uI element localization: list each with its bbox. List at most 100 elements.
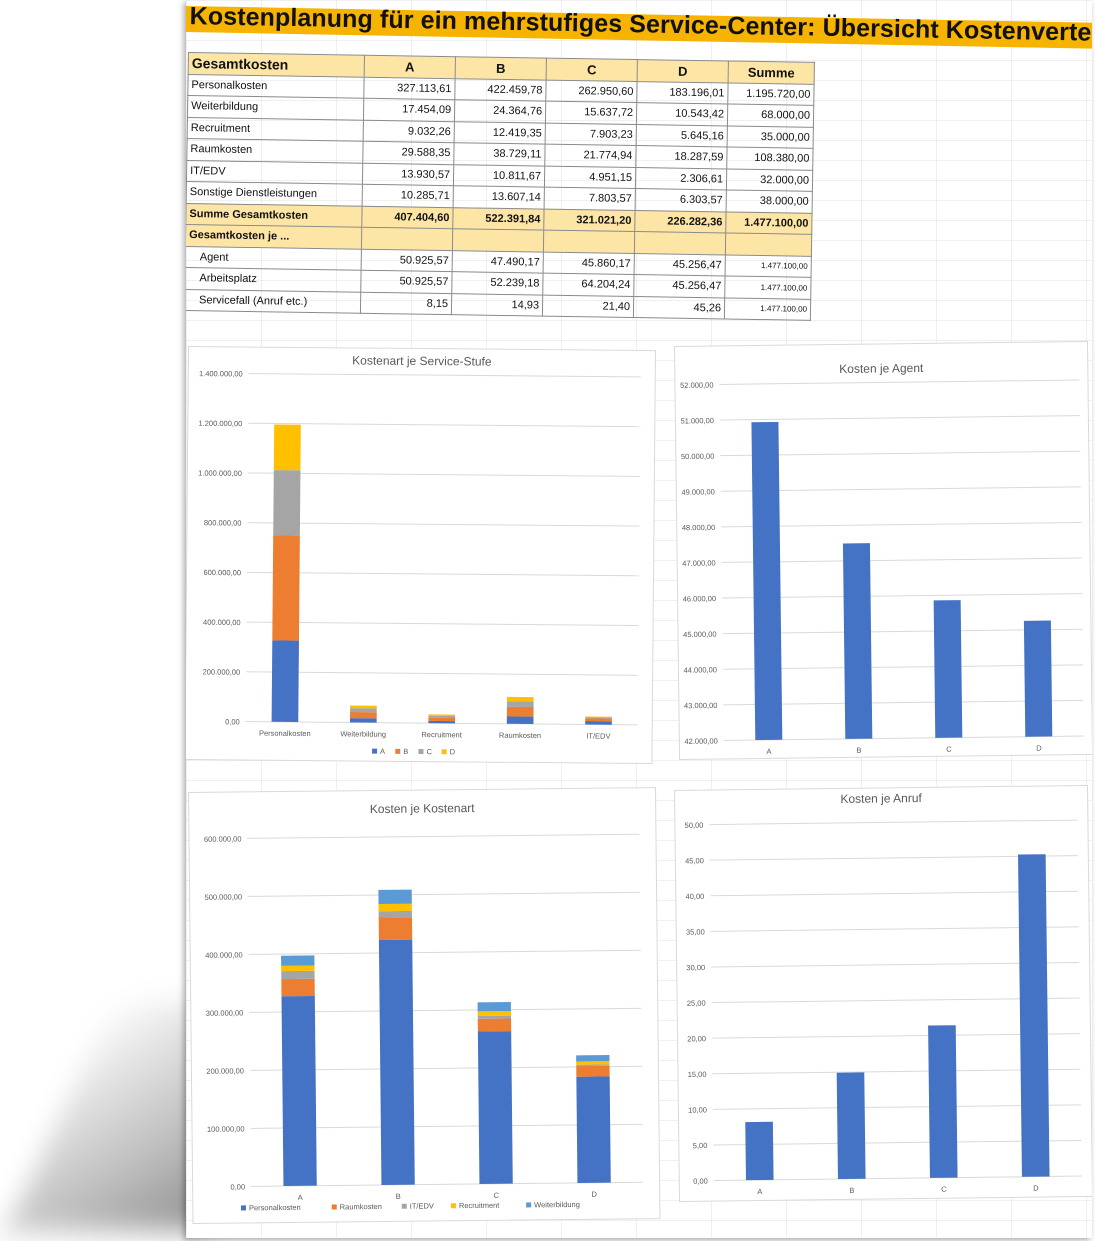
- per-unit-sum: 1.477.100,00: [724, 297, 811, 321]
- chart-panel-service-stufe: Kostenart je Service-Stufe 0,00 200.000,00…: [186, 346, 656, 765]
- chart-title: Kostenart je Service-Stufe: [352, 353, 492, 368]
- y-tick-label: 45.000,00: [683, 630, 716, 639]
- cost-table-wrapper: Gesamtkosten A B C D Summe Personalkoste…: [186, 52, 815, 321]
- gridline: [248, 373, 641, 378]
- subheader-label: Gesamtkosten je ...: [186, 224, 362, 249]
- y-tick-label: 1.400.000,00: [199, 369, 243, 378]
- per-unit-label: Agent: [186, 245, 362, 271]
- bar: [933, 600, 963, 738]
- bar-segment: [378, 917, 413, 940]
- subheader-empty: [361, 227, 453, 251]
- bar-segment: [271, 640, 299, 722]
- row-value: 10.543,42: [636, 102, 728, 126]
- subheader-empty: [634, 231, 726, 255]
- bar-segment: [506, 696, 534, 702]
- gridline: [713, 1175, 1082, 1182]
- bar: [745, 1121, 774, 1181]
- row-value: 4.951,15: [544, 165, 636, 189]
- gridline: [712, 1104, 1081, 1110]
- bar-segment: [477, 1015, 512, 1019]
- row-value: 29.588,35: [362, 141, 455, 165]
- y-tick-label: 1.200.000,00: [198, 419, 242, 428]
- y-tick-label: 5,00: [693, 1141, 708, 1150]
- bar-segment: [576, 1055, 610, 1062]
- bar-segment: [506, 701, 534, 708]
- y-tick-label: 400.000,00: [203, 618, 241, 627]
- subheader-empty: [725, 232, 812, 256]
- bar-segment: [428, 715, 456, 719]
- bar-segment: [477, 1018, 512, 1032]
- chart-kostenart-je-service-stufe: Kostenart je Service-Stufe 0,00 200.000,00…: [198, 353, 641, 756]
- per-unit-sum: 1.477.100,00: [725, 254, 812, 278]
- y-tick-label: 200.000,00: [206, 1066, 244, 1075]
- bar-segment: [576, 1061, 610, 1065]
- gridline: [248, 891, 641, 897]
- bar-segment: [585, 718, 612, 722]
- x-tick-label: C: [946, 745, 952, 754]
- legend-label: Personalkosten: [249, 1203, 301, 1213]
- legend-label: Recruitment: [459, 1201, 500, 1210]
- x-tick-label: A: [757, 1187, 762, 1196]
- x-tick-label: Raumkosten: [499, 731, 541, 740]
- row-value: 18.287,59: [635, 145, 728, 169]
- row-value: 422.459,78: [454, 78, 547, 102]
- x-tick-label: Personalkosten: [259, 729, 311, 738]
- row-label: IT/EDV: [186, 159, 363, 185]
- header-col-a: A: [364, 55, 456, 79]
- header-col-c: C: [546, 58, 638, 82]
- per-unit-value: 64.204,24: [542, 273, 635, 297]
- y-tick-label: 1.000.000,00: [198, 469, 242, 478]
- header-sum: Summe: [728, 60, 815, 84]
- legend-label: IT/EDV: [410, 1201, 434, 1210]
- gridline: [722, 664, 1083, 670]
- gridline: [248, 422, 641, 428]
- y-tick-label: 600.000,00: [204, 834, 242, 843]
- row-value: 183.196,01: [636, 81, 729, 104]
- row-value: 9.032,26: [363, 119, 455, 143]
- legend-swatch: [526, 1202, 532, 1208]
- per-unit-value: 45.256,47: [633, 274, 726, 298]
- gridline: [722, 628, 1083, 635]
- y-tick-label: 43.000,00: [684, 701, 717, 710]
- x-tick-label: D: [1036, 744, 1042, 753]
- y-tick-label: 400.000,00: [205, 950, 243, 959]
- chart-title: Kosten je Kostenart: [370, 801, 476, 816]
- per-unit-value: 50.925,57: [360, 270, 453, 294]
- bar: [1023, 620, 1053, 737]
- gridline: [721, 521, 1082, 528]
- bar-segment: [378, 939, 415, 1185]
- y-tick-label: 52.000,00: [680, 381, 713, 390]
- x-tick-label: Recruitment: [421, 730, 462, 739]
- gridline: [719, 415, 1080, 421]
- y-tick-label: 46.000,00: [683, 594, 716, 603]
- bar-segment: [428, 720, 456, 724]
- row-label: Personalkosten: [187, 74, 365, 99]
- row-value: 7.803,57: [544, 187, 636, 211]
- x-tick-label: C: [941, 1185, 947, 1194]
- legend-label: B: [403, 747, 408, 756]
- y-tick-label: 0,00: [225, 717, 240, 726]
- gridline: [721, 557, 1082, 563]
- y-tick-label: 20,00: [687, 1034, 706, 1043]
- bar-segment: [349, 718, 377, 723]
- cost-table: Gesamtkosten A B C D Summe Personalkoste…: [186, 52, 815, 321]
- legend-swatch: [401, 1203, 407, 1209]
- row-label: Sonstige Dienstleistungen: [186, 181, 363, 206]
- bar-segment: [576, 1065, 610, 1077]
- bar-segment: [273, 470, 301, 536]
- y-tick-label: 51.000,00: [680, 416, 713, 425]
- bar-segment: [281, 995, 317, 1187]
- bar-segment: [576, 1076, 611, 1183]
- per-unit-sum: 1.477.100,00: [724, 275, 812, 299]
- legend-swatch: [450, 1203, 456, 1209]
- total-value: 407.404,60: [361, 205, 454, 229]
- gridline: [712, 1033, 1081, 1039]
- y-tick-label: 500.000,00: [205, 892, 243, 901]
- chart-panel-agent: Kosten je Agent 42.000,00 43.000,00 44.000,…: [674, 340, 1092, 760]
- y-tick-label: 300.000,00: [206, 1008, 244, 1017]
- row-sum: 108.380,00: [726, 146, 814, 170]
- total-value: 522.391,84: [452, 207, 545, 231]
- row-sum: 35.000,00: [727, 125, 814, 149]
- gridline: [723, 699, 1084, 706]
- gridline: [713, 1139, 1082, 1146]
